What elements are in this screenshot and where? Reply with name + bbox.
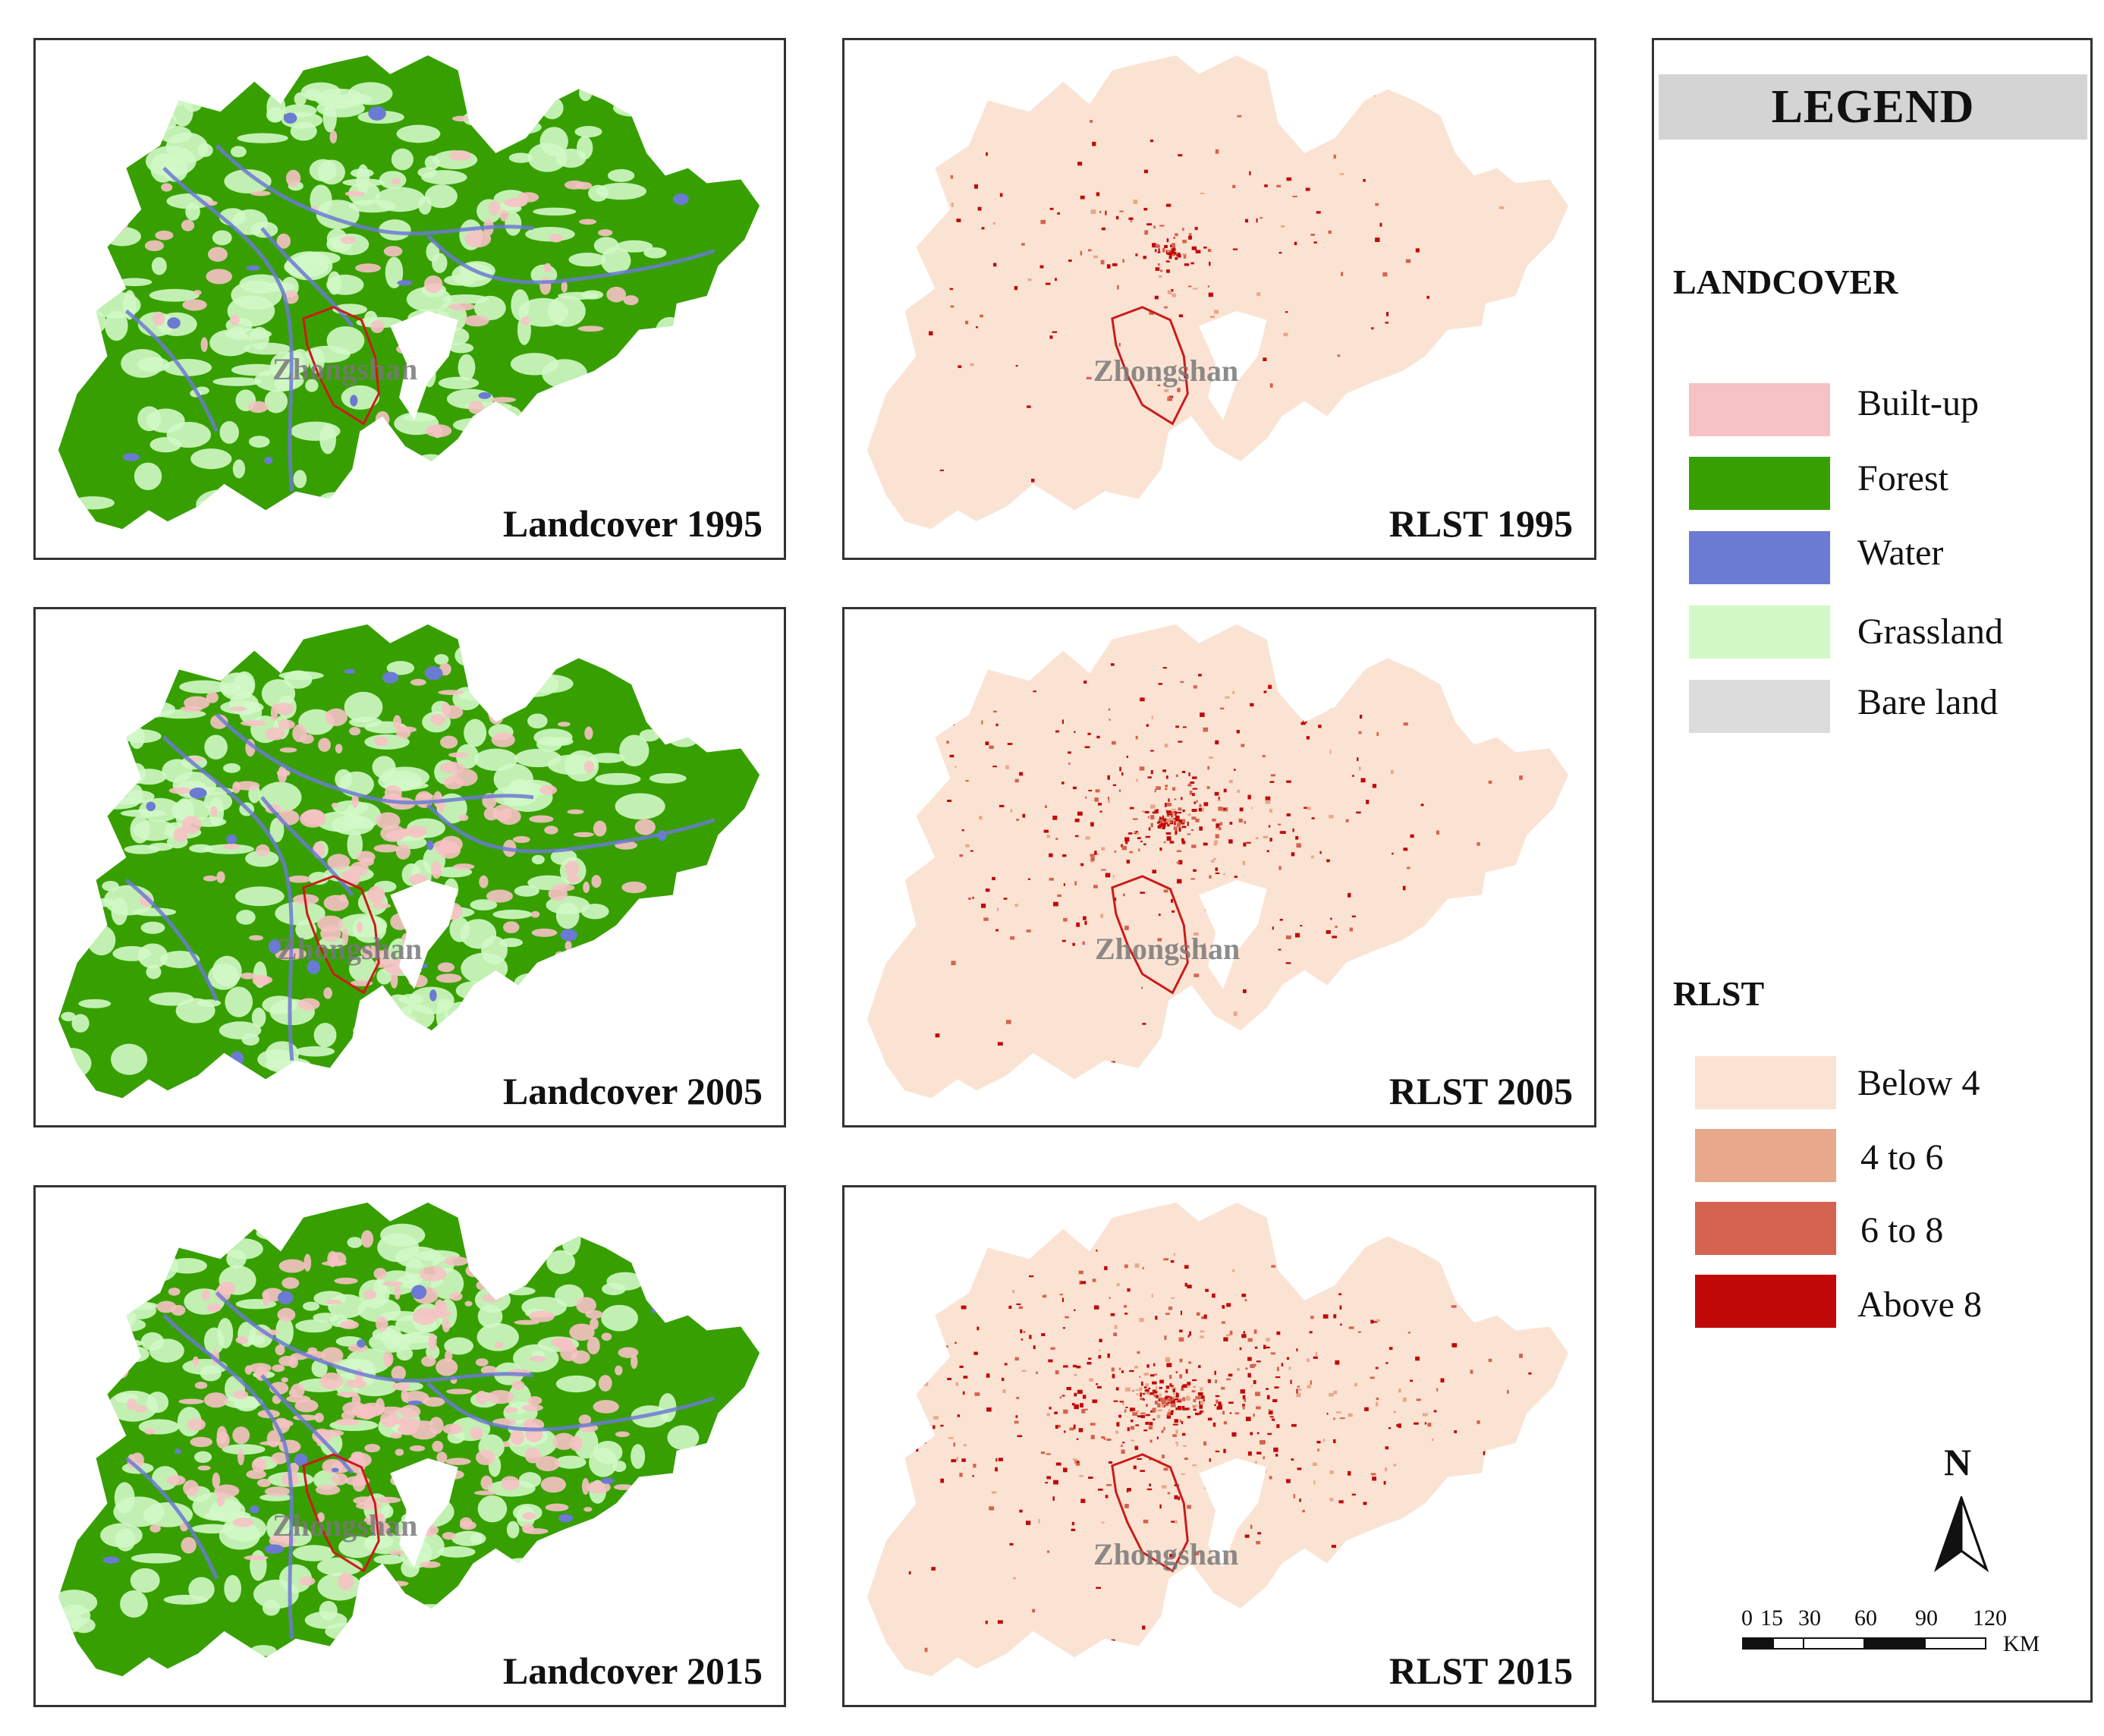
legend-swatch-builtup: [1689, 383, 1830, 436]
map-panel-landcover-1995: Zhongshan Landcover 1995: [33, 38, 786, 560]
panel-title: RLST 2005: [1389, 1070, 1573, 1112]
panel-title: Landcover 2005: [502, 1070, 763, 1112]
legend-landcover-heading: LANDCOVER: [1673, 263, 1898, 301]
legend-swatch-water: [1689, 531, 1830, 584]
legend-label-below4: Below 4: [1857, 1063, 1980, 1103]
legend-title: LEGEND: [1659, 74, 2087, 140]
legend-label-builtup: Built-up: [1857, 383, 1980, 423]
legend-rlst-heading: RLST: [1673, 974, 1765, 1013]
north-arrow-label: N: [1944, 1441, 1972, 1483]
scale-tick: 30: [1798, 1605, 1821, 1631]
place-label-zhongshan: Zhongshan: [1095, 932, 1241, 966]
place-label-zhongshan: Zhongshan: [272, 352, 418, 386]
map-landcover-1995: [58, 55, 760, 530]
map-landcover-2015: [58, 1202, 760, 1677]
scale-tick: 60: [1854, 1605, 1877, 1631]
legend-label-6to8: 6 to 8: [1860, 1210, 1944, 1250]
map-landcover-2005: [58, 624, 760, 1099]
legend-label-above8: Above 8: [1857, 1285, 1982, 1325]
map-panel-landcover-2015: Zhongshan Landcover 2015: [33, 1185, 786, 1707]
legend-label-bareland: Bare land: [1857, 682, 1999, 722]
scale-bar: [1742, 1637, 1986, 1650]
legend-swatch-above8: [1695, 1275, 1836, 1328]
scale-tick: 90: [1915, 1605, 1938, 1631]
scale-tick: 15: [1760, 1605, 1783, 1631]
scale-unit: KM: [2003, 1631, 2040, 1656]
scale-tick: 0: [1741, 1605, 1753, 1631]
north-arrow-icon: [1934, 1496, 1989, 1572]
legend-box: [1652, 38, 2093, 1703]
legend-label-forest: Forest: [1857, 458, 1948, 498]
map-panel-landcover-2005: Zhongshan Landcover 2005: [33, 607, 786, 1127]
legend-label-water: Water: [1857, 533, 1944, 573]
map-rlst-2015: [866, 1202, 1569, 1677]
legend-swatch-6to8: [1695, 1202, 1836, 1255]
panel-title: Landcover 2015: [502, 1650, 763, 1692]
place-label-zhongshan: Zhongshan: [1093, 354, 1239, 388]
panel-title: RLST 2015: [1389, 1650, 1573, 1692]
legend-label-grassland: Grassland: [1857, 612, 2003, 652]
scale-tick: 120: [1973, 1605, 2007, 1631]
place-label-zhongshan: Zhongshan: [272, 1508, 418, 1543]
map-panel-rlst-1995: Zhongshan RLST 1995: [842, 38, 1596, 560]
map-rlst-2005: [866, 624, 1569, 1099]
map-panel-rlst-2005: Zhongshan RLST 2005: [842, 607, 1596, 1127]
place-label-zhongshan: Zhongshan: [1093, 1537, 1239, 1571]
map-rlst-1995: [866, 55, 1569, 530]
map-panel-rlst-2015: Zhongshan RLST 2015: [842, 1185, 1596, 1707]
legend-swatch-below4: [1695, 1056, 1836, 1109]
place-label-zhongshan: Zhongshan: [277, 932, 423, 966]
panel-title: Landcover 1995: [502, 502, 763, 545]
panel-title: RLST 1995: [1389, 502, 1573, 545]
legend-swatch-4to6: [1695, 1129, 1836, 1182]
legend-swatch-forest: [1689, 457, 1830, 510]
legend-swatch-grassland: [1689, 605, 1830, 659]
legend-label-4to6: 4 to 6: [1860, 1137, 1944, 1178]
legend-swatch-bareland: [1689, 680, 1830, 733]
